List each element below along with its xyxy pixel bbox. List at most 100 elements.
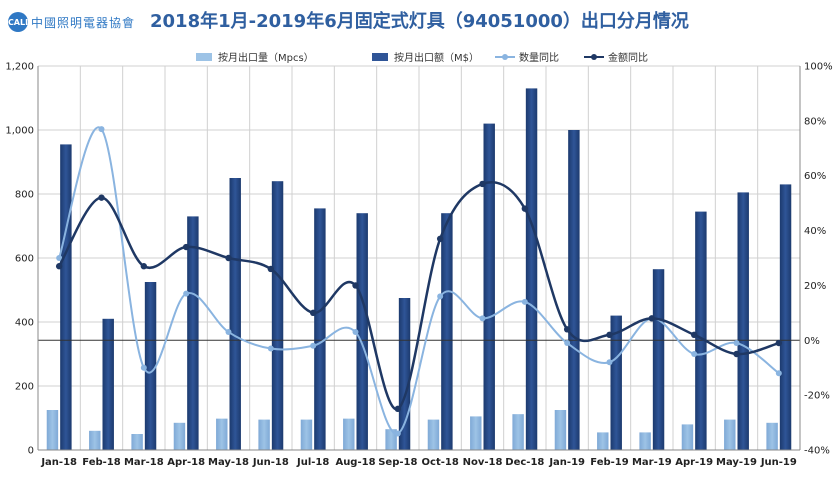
value-bar [737,192,749,450]
x-tick-label: Mar-18 [124,457,164,468]
volume-yoy-point [225,329,232,336]
x-tick-label: Jun-19 [760,457,797,468]
volume-yoy-point [479,315,486,322]
value-bar [187,216,199,450]
x-tick-label: Jun-18 [252,457,289,468]
volume-yoy-point [521,298,528,305]
legend-label: 数量同比 [519,51,559,64]
chart-axes: 0 200 400 600 800 1,000 1,200 -40% -20% 0% 20% 40% 6… [5,62,832,469]
value-bar [356,213,368,450]
volume-bar [385,429,397,450]
value-bar [60,144,72,450]
volume-bar [216,418,228,450]
value-bar [568,130,580,450]
y-right-tick-label: 60% [804,171,826,182]
y-right-tick-label: 80% [804,116,826,127]
x-tick-label: Aug-18 [335,457,375,468]
value-yoy-point [267,265,275,273]
volume-yoy-point [352,329,359,336]
x-tick-label: Jan-18 [40,457,77,468]
volume-bar [724,419,736,450]
volume-bar [427,419,440,450]
volume-yoy-point [394,430,401,437]
value-yoy-point [352,282,359,289]
x-tick-label: Mar-19 [632,457,672,468]
legend-swatch-bar [372,53,388,61]
y-right-tick-label: -20% [804,391,830,402]
value-yoy-point [563,326,571,333]
x-tick-label: Dec-18 [505,457,544,468]
volume-bar [173,422,186,450]
value-bar [314,208,326,450]
volume-bar [766,422,778,450]
y-left-tick-label: 600 [15,254,34,265]
value-bar [102,318,114,450]
legend-label: 按月出口量（Mpcs） [218,51,314,64]
value-bar [144,282,157,450]
x-tick-label: Feb-19 [590,457,628,468]
x-tick-label: Jul-18 [296,457,329,468]
legend-swatch-bar [196,53,212,61]
value-bar [610,315,622,450]
value-bar [695,211,707,450]
y-right-tick-label: -40% [804,446,830,457]
volume-bar [597,432,609,450]
y-right-tick-label: 40% [804,226,826,237]
y-left-tick-label: 800 [15,190,34,201]
volume-yoy-point [56,255,63,261]
value-bar [398,298,411,450]
x-tick-label: Nov-18 [463,457,503,468]
volume-yoy-point [564,340,571,347]
legend-swatch-marker [591,54,597,60]
value-yoy-point [182,243,190,251]
logo-text: 中國照明電器協會 [31,15,136,30]
volume-yoy-point [733,340,740,347]
volume-yoy-point [691,351,698,357]
value-yoy-point [479,180,486,188]
value-yoy-point [309,309,317,317]
volume-yoy-point [183,290,190,297]
value-yoy-point [606,331,613,338]
volume-bar [681,424,694,450]
chart-title: 2018年1月-2019年6月固定式灯具（94051000）出口分月情况 [150,11,689,32]
chart-bars [46,88,792,451]
volume-bar [46,410,59,450]
value-yoy-point [436,235,444,242]
value-yoy-point [648,315,656,322]
value-bar [229,178,241,450]
volume-bar [470,416,482,450]
x-tick-label: May-18 [208,457,249,468]
y-left-tick-label: 400 [15,318,34,329]
legend-label: 按月出口额（M$） [394,51,479,64]
y-right-tick-label: 20% [804,281,826,292]
volume-bar [258,419,270,450]
value-yoy-point [98,194,105,201]
volume-yoy-point [310,342,317,349]
x-tick-label: Oct-18 [422,457,459,468]
x-tick-label: Jan-19 [548,457,585,468]
value-yoy-point [690,331,698,338]
volume-bar [131,434,143,450]
y-left-tick-label: 1,200 [5,62,34,73]
y-right-tick-label: 0% [804,336,820,347]
value-yoy-point [775,339,783,347]
volume-bar [89,430,101,450]
value-bar [652,269,665,450]
value-yoy-line [58,181,780,411]
volume-yoy-point [267,345,274,352]
value-yoy-point [394,405,402,413]
volume-bar [554,410,567,450]
value-yoy-point [521,205,529,212]
logo-badge-icon: CALI [8,12,28,32]
volume-bar [343,418,355,450]
value-bar [779,184,792,450]
value-bar [441,213,453,450]
association-logo: CALI 中國照明電器協會 [8,9,135,35]
chart-lines [38,126,800,437]
value-bar [525,88,538,451]
x-tick-label: May-19 [716,457,757,468]
volume-yoy-point [98,126,105,133]
x-tick-label: Apr-18 [167,457,205,468]
value-yoy-point [55,263,63,270]
